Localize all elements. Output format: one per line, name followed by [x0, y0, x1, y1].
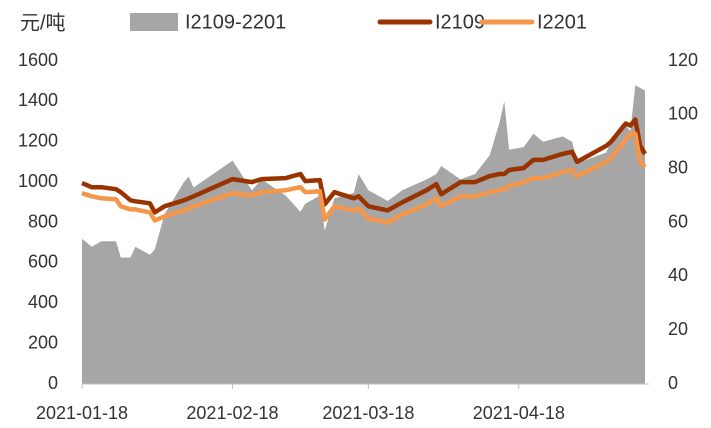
y-tick-label: 200	[28, 332, 58, 352]
y2-tick-label: 80	[668, 157, 688, 177]
line	[81, 117, 647, 215]
area	[82, 85, 645, 384]
line	[81, 131, 647, 225]
x-tick-label: 2021-02-18	[186, 403, 278, 423]
x-tick-label: 2021-04-18	[473, 403, 565, 423]
y2-tick-label: 60	[668, 211, 688, 231]
x-tick-label: 2021-03-18	[322, 403, 414, 423]
y-axis-unit: 元/吨	[20, 11, 66, 34]
y-tick-label: 1000	[18, 171, 58, 191]
legend-swatch	[130, 13, 178, 31]
y-tick-label: 600	[28, 252, 58, 272]
y-tick-label: 400	[28, 292, 58, 312]
legend-label: I2201	[537, 11, 587, 33]
y2-tick-label: 100	[668, 104, 698, 124]
y-tick-label: 1600	[18, 50, 58, 70]
legend-label: I2109	[435, 11, 485, 33]
y2-tick-label: 0	[668, 373, 678, 393]
y-tick-label: 0	[48, 373, 58, 393]
legend-label: I2109-2201	[185, 11, 286, 33]
y-tick-label: 800	[28, 211, 58, 231]
x-tick-label: 2021-01-18	[36, 403, 128, 423]
y2-tick-label: 40	[668, 265, 688, 285]
y-tick-label: 1200	[18, 131, 58, 151]
y-tick-label: 1400	[18, 90, 58, 110]
y2-tick-label: 120	[668, 50, 698, 70]
y2-tick-label: 20	[668, 319, 688, 339]
